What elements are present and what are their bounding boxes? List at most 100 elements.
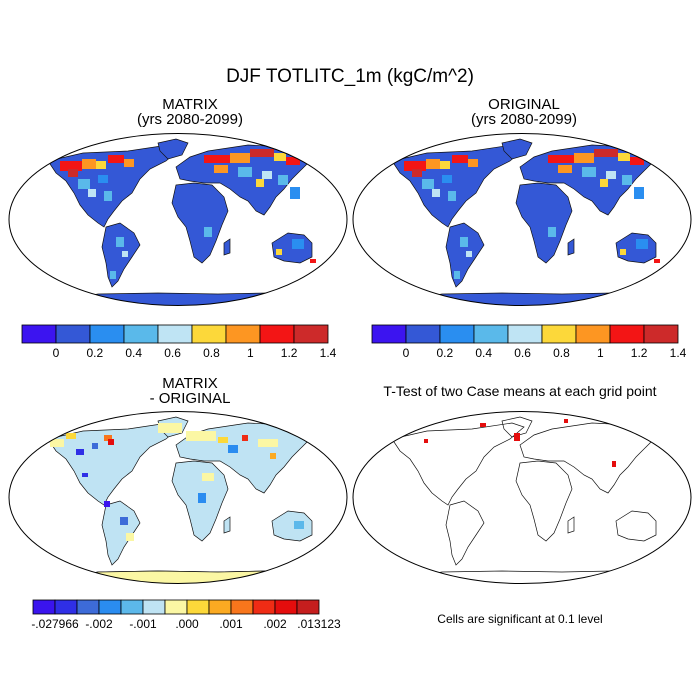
colorbar-tick-label: 1 xyxy=(247,346,254,360)
australia-landmass xyxy=(615,510,657,542)
colorbar-swatch xyxy=(157,324,193,344)
madagascar-landmass xyxy=(223,238,231,256)
colorbar-tick-label: 1.4 xyxy=(670,346,687,360)
colorbar-swatch xyxy=(225,324,261,344)
colorbar-swatch xyxy=(643,324,679,344)
colorbar-tick-label: .000 xyxy=(175,617,199,631)
antarctica-landmass xyxy=(391,292,663,306)
colorbar-swatch xyxy=(252,599,276,615)
figure-title: DJF TOTLITC_1m (kgC/m^2) xyxy=(226,66,474,87)
panel-title-ttest: T-Test of two Case means at each grid po… xyxy=(383,383,657,399)
significant-cell xyxy=(394,427,400,431)
colorbar-swatch xyxy=(142,599,166,615)
colorbar-tick-label: -.027966 xyxy=(31,617,79,631)
panel-title-line1: MATRIX xyxy=(162,375,218,392)
colorbar-swatch xyxy=(76,599,100,615)
antarctica-landmass xyxy=(391,570,663,584)
colorbar-tick-label: 0.2 xyxy=(437,346,454,360)
colorbar-tick-label: 0.6 xyxy=(164,346,181,360)
europe-asia-landmass xyxy=(519,422,658,494)
colorbar-tick-label: .002 xyxy=(263,617,287,631)
colorbar-tick-label: .001 xyxy=(219,617,243,631)
panel-title-line1: MATRIX xyxy=(162,96,218,113)
colorbar-tick-label: 0 xyxy=(53,346,60,360)
colorbar-swatch xyxy=(259,324,295,344)
panel-title-line2: - ORIGINAL xyxy=(149,390,231,407)
colorbar-diff: -.027966 -.002 -.001 .000 .001 .002 .013123 xyxy=(31,599,341,631)
significant-cell xyxy=(612,461,616,467)
colorbar-swatch xyxy=(54,599,78,615)
colorbar-swatch xyxy=(164,599,188,615)
colorbar-tick-label: 0.4 xyxy=(125,346,142,360)
panel-title-original: ORIGINAL (yrs 2080-2099) xyxy=(374,97,674,127)
colorbar-tick-label: -.002 xyxy=(85,617,113,631)
colorbar-swatch xyxy=(186,599,210,615)
colorbar-swatch xyxy=(120,599,144,615)
colorbar-tick-label: 0.6 xyxy=(514,346,531,360)
colorbar-swatch xyxy=(89,324,125,344)
colorbar-tick-label: 1.2 xyxy=(631,346,648,360)
significant-cell xyxy=(424,439,428,443)
south-america-landmass xyxy=(101,222,141,288)
colorbar-swatch xyxy=(609,324,645,344)
colorbar-swatch xyxy=(405,324,441,344)
colorbar-swatch xyxy=(507,324,543,344)
map-border xyxy=(8,411,348,584)
significant-cell xyxy=(480,423,486,427)
colorbar-tick-label: .013123 xyxy=(297,617,341,631)
colorbar-swatch xyxy=(230,599,254,615)
colorbar-swatch xyxy=(274,599,298,615)
significance-note: Cells are significant at 0.1 level xyxy=(437,612,603,626)
south-america-landmass xyxy=(445,222,485,288)
panel-title-line2: (yrs 2080-2099) xyxy=(137,111,243,128)
map-diff xyxy=(8,411,348,584)
africa-landmass xyxy=(515,182,573,264)
north-america-landmass xyxy=(391,422,525,506)
colorbar-swatch xyxy=(32,599,56,615)
colorbar-tick-label: 0.8 xyxy=(553,346,570,360)
colorbar-swatch xyxy=(21,324,57,344)
australia-landmass xyxy=(271,510,313,542)
colorbar-swatch xyxy=(98,599,122,615)
colorbar-swatch xyxy=(55,324,91,344)
map-matrix xyxy=(8,133,348,306)
colorbar-tick-label: 0 xyxy=(403,346,410,360)
greenland-landmass xyxy=(501,416,533,438)
colorbar-swatch xyxy=(293,324,329,344)
map-border xyxy=(352,411,692,584)
panel-title-line1: ORIGINAL xyxy=(488,96,560,113)
greenland-landmass xyxy=(501,138,533,160)
colorbar-tick-label: -.001 xyxy=(129,617,157,631)
south-america-landmass xyxy=(101,500,141,566)
colorbar-tick-label: 1 xyxy=(597,346,604,360)
antarctica-landmass xyxy=(47,292,319,306)
colorbar-tick-label: 1.4 xyxy=(320,346,337,360)
madagascar-landmass xyxy=(567,516,575,534)
panel-title-matrix: MATRIX (yrs 2080-2099) xyxy=(40,97,340,127)
colorbar-swatch xyxy=(296,599,320,615)
map-ttest xyxy=(352,411,692,584)
colorbar-tick-label: 0.2 xyxy=(87,346,104,360)
colorbar-tick-label: 0.4 xyxy=(475,346,492,360)
south-america-landmass xyxy=(445,500,485,566)
significant-cell xyxy=(514,433,520,441)
africa-landmass xyxy=(515,460,573,542)
madagascar-landmass xyxy=(223,516,231,534)
colorbar-matrix: 0 0.2 0.4 0.6 0.8 1 1.2 1.4 xyxy=(21,324,337,360)
greenland-landmass xyxy=(157,138,189,160)
map-original xyxy=(352,133,692,306)
colorbar-swatch xyxy=(191,324,227,344)
colorbar-swatch xyxy=(123,324,159,344)
significant-cell xyxy=(564,419,568,423)
colorbar-swatch xyxy=(439,324,475,344)
africa-landmass xyxy=(171,182,229,264)
colorbar-swatch xyxy=(473,324,509,344)
panel-title-line2: (yrs 2080-2099) xyxy=(471,111,577,128)
colorbar-swatch xyxy=(371,324,407,344)
colorbar-swatch xyxy=(541,324,577,344)
madagascar-landmass xyxy=(567,238,575,256)
map-border xyxy=(352,133,692,306)
colorbar-swatch xyxy=(208,599,232,615)
panel-title-diff: MATRIX - ORIGINAL xyxy=(40,376,340,406)
significant-cell xyxy=(640,425,644,429)
